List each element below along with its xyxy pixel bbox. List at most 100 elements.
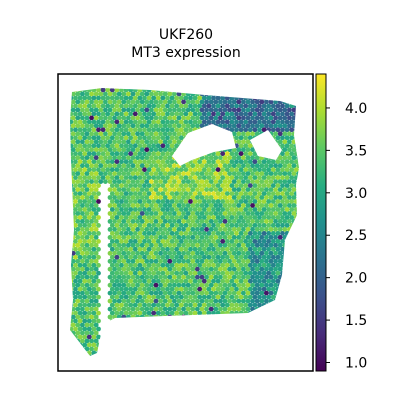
- expression-spot: [195, 179, 200, 185]
- expression-spot: [222, 88, 228, 89]
- expression-spot: [114, 95, 120, 101]
- expression-spot: [291, 211, 297, 216]
- expression-spot: [82, 231, 88, 236]
- expression-spot: [181, 290, 187, 296]
- expression-spot: [70, 171, 76, 177]
- expression-spot: [273, 131, 278, 137]
- expression-spot: [109, 135, 115, 141]
- expression-spot: [123, 151, 129, 157]
- expression-spot: [169, 254, 175, 260]
- expression-spot: [185, 171, 191, 177]
- expression-spot: [213, 242, 219, 248]
- expression-spot: [75, 123, 81, 129]
- expression-spot: [64, 335, 69, 340]
- expression-spot: [289, 95, 295, 101]
- expression-spot: [227, 211, 233, 216]
- expression-spot: [241, 274, 246, 280]
- expression-spot: [220, 246, 226, 252]
- expression-spot: [109, 278, 115, 284]
- expression-spot: [169, 223, 175, 228]
- expression-spot: [70, 242, 71, 248]
- expression-spot: [128, 88, 134, 93]
- expression-spot: [236, 123, 242, 129]
- expression-spot: [70, 135, 74, 141]
- expression-spot: [213, 163, 219, 169]
- expression-spot: [112, 266, 117, 272]
- expression-spot: [234, 119, 239, 125]
- expression-spot: [176, 107, 182, 113]
- expression-spot: [241, 266, 246, 272]
- expression-spot: [144, 274, 150, 280]
- expression-spot: [64, 351, 69, 356]
- expression-spot: [289, 191, 295, 197]
- expression-spot: [139, 171, 145, 177]
- expression-spot: [165, 239, 170, 244]
- expression-spot: [261, 246, 267, 252]
- expression-spot: [289, 270, 295, 276]
- expression-spot: [218, 306, 223, 312]
- expression-spot: [158, 203, 164, 208]
- expression-spot: [178, 246, 184, 252]
- expression-spot: [93, 274, 99, 280]
- expression-spot: [301, 291, 306, 296]
- expression-spot: [296, 163, 299, 169]
- expression-spot: [250, 314, 256, 320]
- expression-spot: [280, 143, 285, 149]
- expression-spot: [220, 294, 226, 300]
- expression-spot: [119, 310, 124, 316]
- expression-spot: [89, 314, 94, 320]
- expression-spot: [296, 131, 299, 137]
- expression-spot: [238, 143, 244, 149]
- expression-spot: [284, 88, 290, 93]
- expression-spot: [284, 143, 290, 149]
- expression-spot: [119, 231, 124, 236]
- expression-spot: [73, 350, 78, 356]
- expression-spot: [236, 163, 242, 169]
- expression-spot: [80, 346, 85, 352]
- expression-spot: [137, 270, 143, 276]
- expression-spot: [142, 111, 147, 117]
- expression-spot: [231, 235, 237, 240]
- expression-spot: [137, 262, 143, 268]
- expression-spot: [208, 242, 214, 248]
- expression-spot: [165, 294, 170, 300]
- expression-spot: [75, 227, 81, 232]
- expression-spot: [231, 258, 237, 264]
- expression-spot: [100, 103, 106, 109]
- expression-spot: [266, 191, 272, 197]
- expression-spot: [86, 103, 92, 109]
- expression-spot: [213, 266, 219, 272]
- expression-spot: [125, 250, 131, 256]
- expression-spot: [245, 242, 251, 248]
- expression-spot: [93, 107, 99, 113]
- expression-spot: [234, 175, 239, 181]
- expression-spot: [70, 155, 76, 161]
- expression-spot: [139, 227, 145, 232]
- expression-spot: [222, 235, 228, 240]
- expression-spot: [169, 175, 175, 181]
- expression-spot: [86, 223, 92, 228]
- expression-spot: [125, 163, 131, 169]
- expression-spot: [93, 250, 99, 256]
- expression-spot: [82, 119, 88, 125]
- expression-spot: [195, 211, 200, 216]
- expression-spot: [107, 227, 113, 232]
- expression-spot: [296, 258, 299, 264]
- expression-spot: [268, 195, 274, 200]
- expression-spot: [112, 163, 117, 169]
- expression-spot: [96, 167, 101, 173]
- expression-spot: [243, 231, 249, 236]
- expression-spot: [135, 250, 141, 256]
- expression-spot: [103, 179, 108, 185]
- expression-spot: [280, 111, 285, 117]
- expression-spot: [64, 183, 69, 188]
- expression-spot: [135, 139, 141, 145]
- expression-spot: [137, 135, 143, 141]
- expression-spot: [218, 235, 223, 240]
- expression-spot: [280, 167, 285, 173]
- expression-spot: [287, 258, 292, 264]
- expression-spot: [201, 246, 207, 252]
- expression-spot: [289, 143, 295, 149]
- expression-spot: [178, 183, 184, 189]
- expression-spot: [105, 88, 111, 93]
